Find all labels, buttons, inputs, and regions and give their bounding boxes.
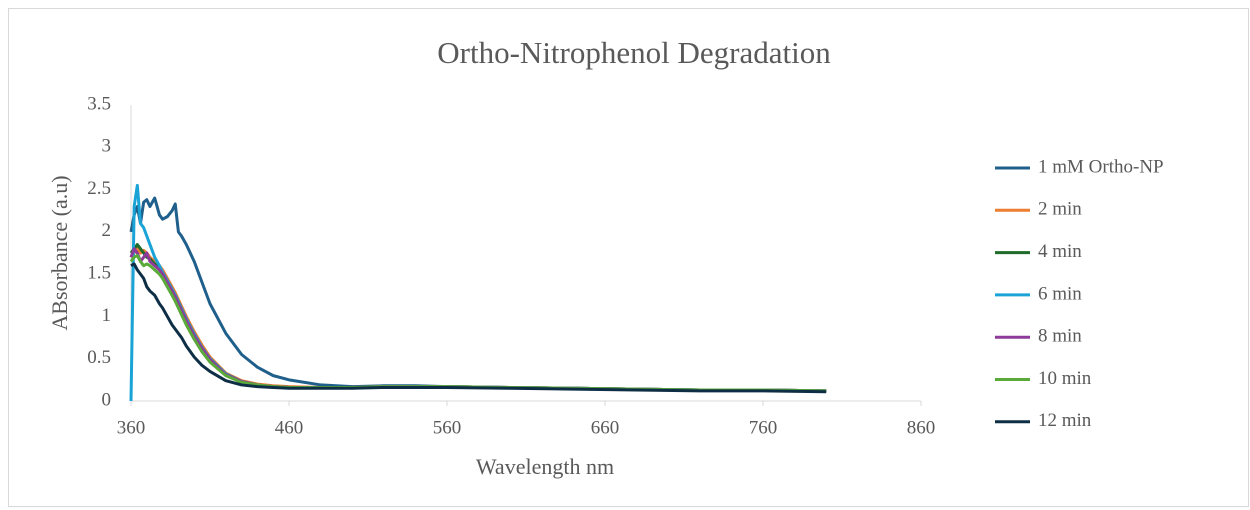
x-axis-title: Wavelength nm: [476, 454, 614, 479]
legend-label: 4 min: [1038, 241, 1082, 262]
x-tick-label: 660: [591, 417, 620, 438]
y-axis-title: ABsorbance (a.u): [47, 175, 72, 330]
y-tick-label: 0.5: [87, 347, 111, 368]
chart-border: [8, 8, 1249, 507]
y-tick-label: 2.5: [87, 178, 111, 199]
legend-label: 6 min: [1038, 283, 1082, 304]
series-line: [130, 262, 827, 394]
y-tick-label: 3.5: [87, 93, 111, 114]
y-tick-label: 1.5: [87, 263, 111, 284]
x-tick-label: 360: [117, 417, 146, 438]
legend-label: 12 min: [1038, 410, 1092, 431]
legend-label: 1 mM Ortho-NP: [1038, 156, 1164, 177]
y-tick-label: 0: [102, 389, 112, 410]
y-tick-label: 2: [102, 220, 112, 241]
legend-label: 8 min: [1038, 326, 1082, 347]
x-tick-label: 560: [433, 417, 462, 438]
x-tick-label: 760: [749, 417, 778, 438]
legend-label: 10 min: [1038, 368, 1092, 389]
legend-label: 2 min: [1038, 199, 1082, 220]
x-tick-label: 860: [907, 417, 936, 438]
y-tick-label: 3: [102, 136, 112, 157]
x-tick-label: 460: [275, 417, 304, 438]
chart-title: Ortho-Nitrophenol Degradation: [437, 35, 831, 70]
y-tick-label: 1: [102, 305, 112, 326]
